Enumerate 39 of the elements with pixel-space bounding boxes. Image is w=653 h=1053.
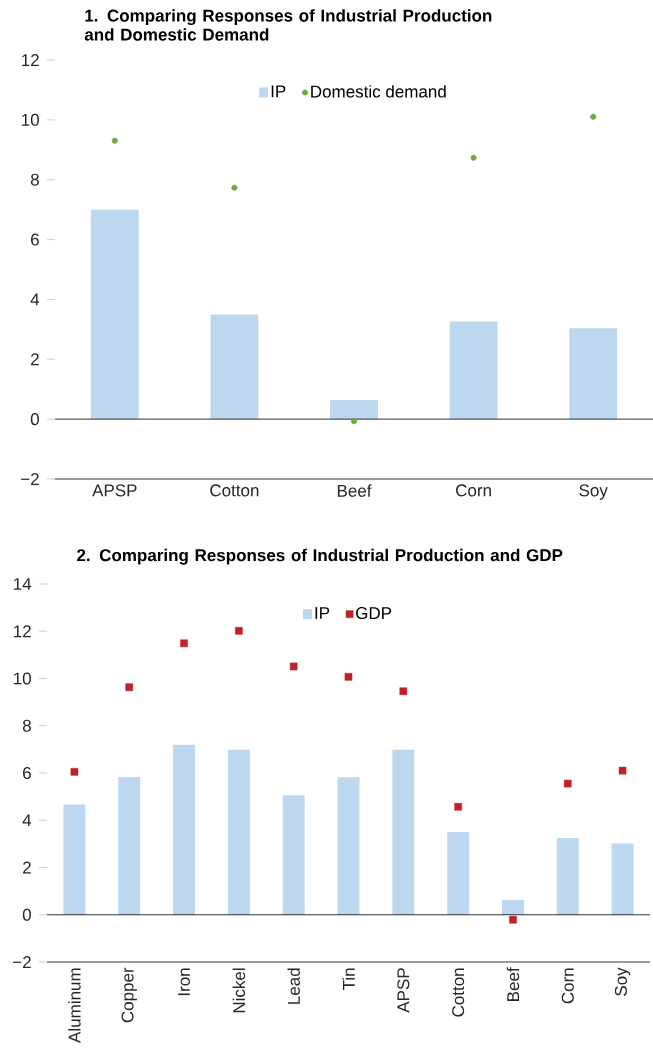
x-tick-label: Tin <box>342 968 355 990</box>
legend-label: IP <box>315 607 330 619</box>
y-tick-label: 12 <box>14 625 31 638</box>
y-tick-label: 4 <box>30 293 40 306</box>
x-tick-label: Corn <box>456 484 491 497</box>
y-tick-label: 2 <box>23 861 31 874</box>
x-tick-label: Cotton <box>452 968 465 1017</box>
legend-label: IP <box>271 85 286 98</box>
y-tick-label: 12 <box>22 54 39 66</box>
y-tick-label: 0 <box>22 908 31 921</box>
x-tick-label: Corn <box>561 968 574 1004</box>
y-tick-label: −2 <box>21 473 39 485</box>
y-tick-label: 6 <box>23 766 31 780</box>
x-tick-label: Cotton <box>210 484 259 497</box>
y-tick-label: 4 <box>22 814 32 827</box>
x-tick-label: APSP <box>397 968 410 1013</box>
x-tick-label: Copper <box>121 967 137 1023</box>
x-tick-label: Aluminum <box>68 968 81 1043</box>
y-tick-label: 10 <box>22 113 39 126</box>
x-tick-label: Beef <box>506 967 520 1001</box>
chart-title: 2. Comparing Responses of Industrial Production and GDP <box>77 548 563 565</box>
y-tick-label: 14 <box>14 578 32 590</box>
x-tick-label: Soy <box>614 967 631 996</box>
y-tick-label: 10 <box>14 672 31 685</box>
legend-label: Domestic demand <box>311 85 446 98</box>
x-tick-label: APSP <box>92 484 137 497</box>
x-tick-label: Beef <box>337 484 372 497</box>
x-tick-label: Soy <box>579 484 608 500</box>
x-tick-label: Iron <box>178 968 190 996</box>
y-tick-label: 8 <box>22 719 31 732</box>
y-tick-label: 2 <box>31 353 39 366</box>
legend-label: GDP <box>356 607 392 620</box>
y-tick-label: 8 <box>30 173 39 186</box>
y-tick-label: −2 <box>13 956 31 968</box>
x-tick-label: Lead <box>287 968 300 1004</box>
x-tick-label: Nickel <box>232 968 246 1013</box>
chart-title: 1. Comparing Responses of Industrial Production and Domestic Demand <box>84 9 492 41</box>
y-tick-label: 6 <box>31 233 39 246</box>
y-tick-label: 0 <box>30 413 39 426</box>
